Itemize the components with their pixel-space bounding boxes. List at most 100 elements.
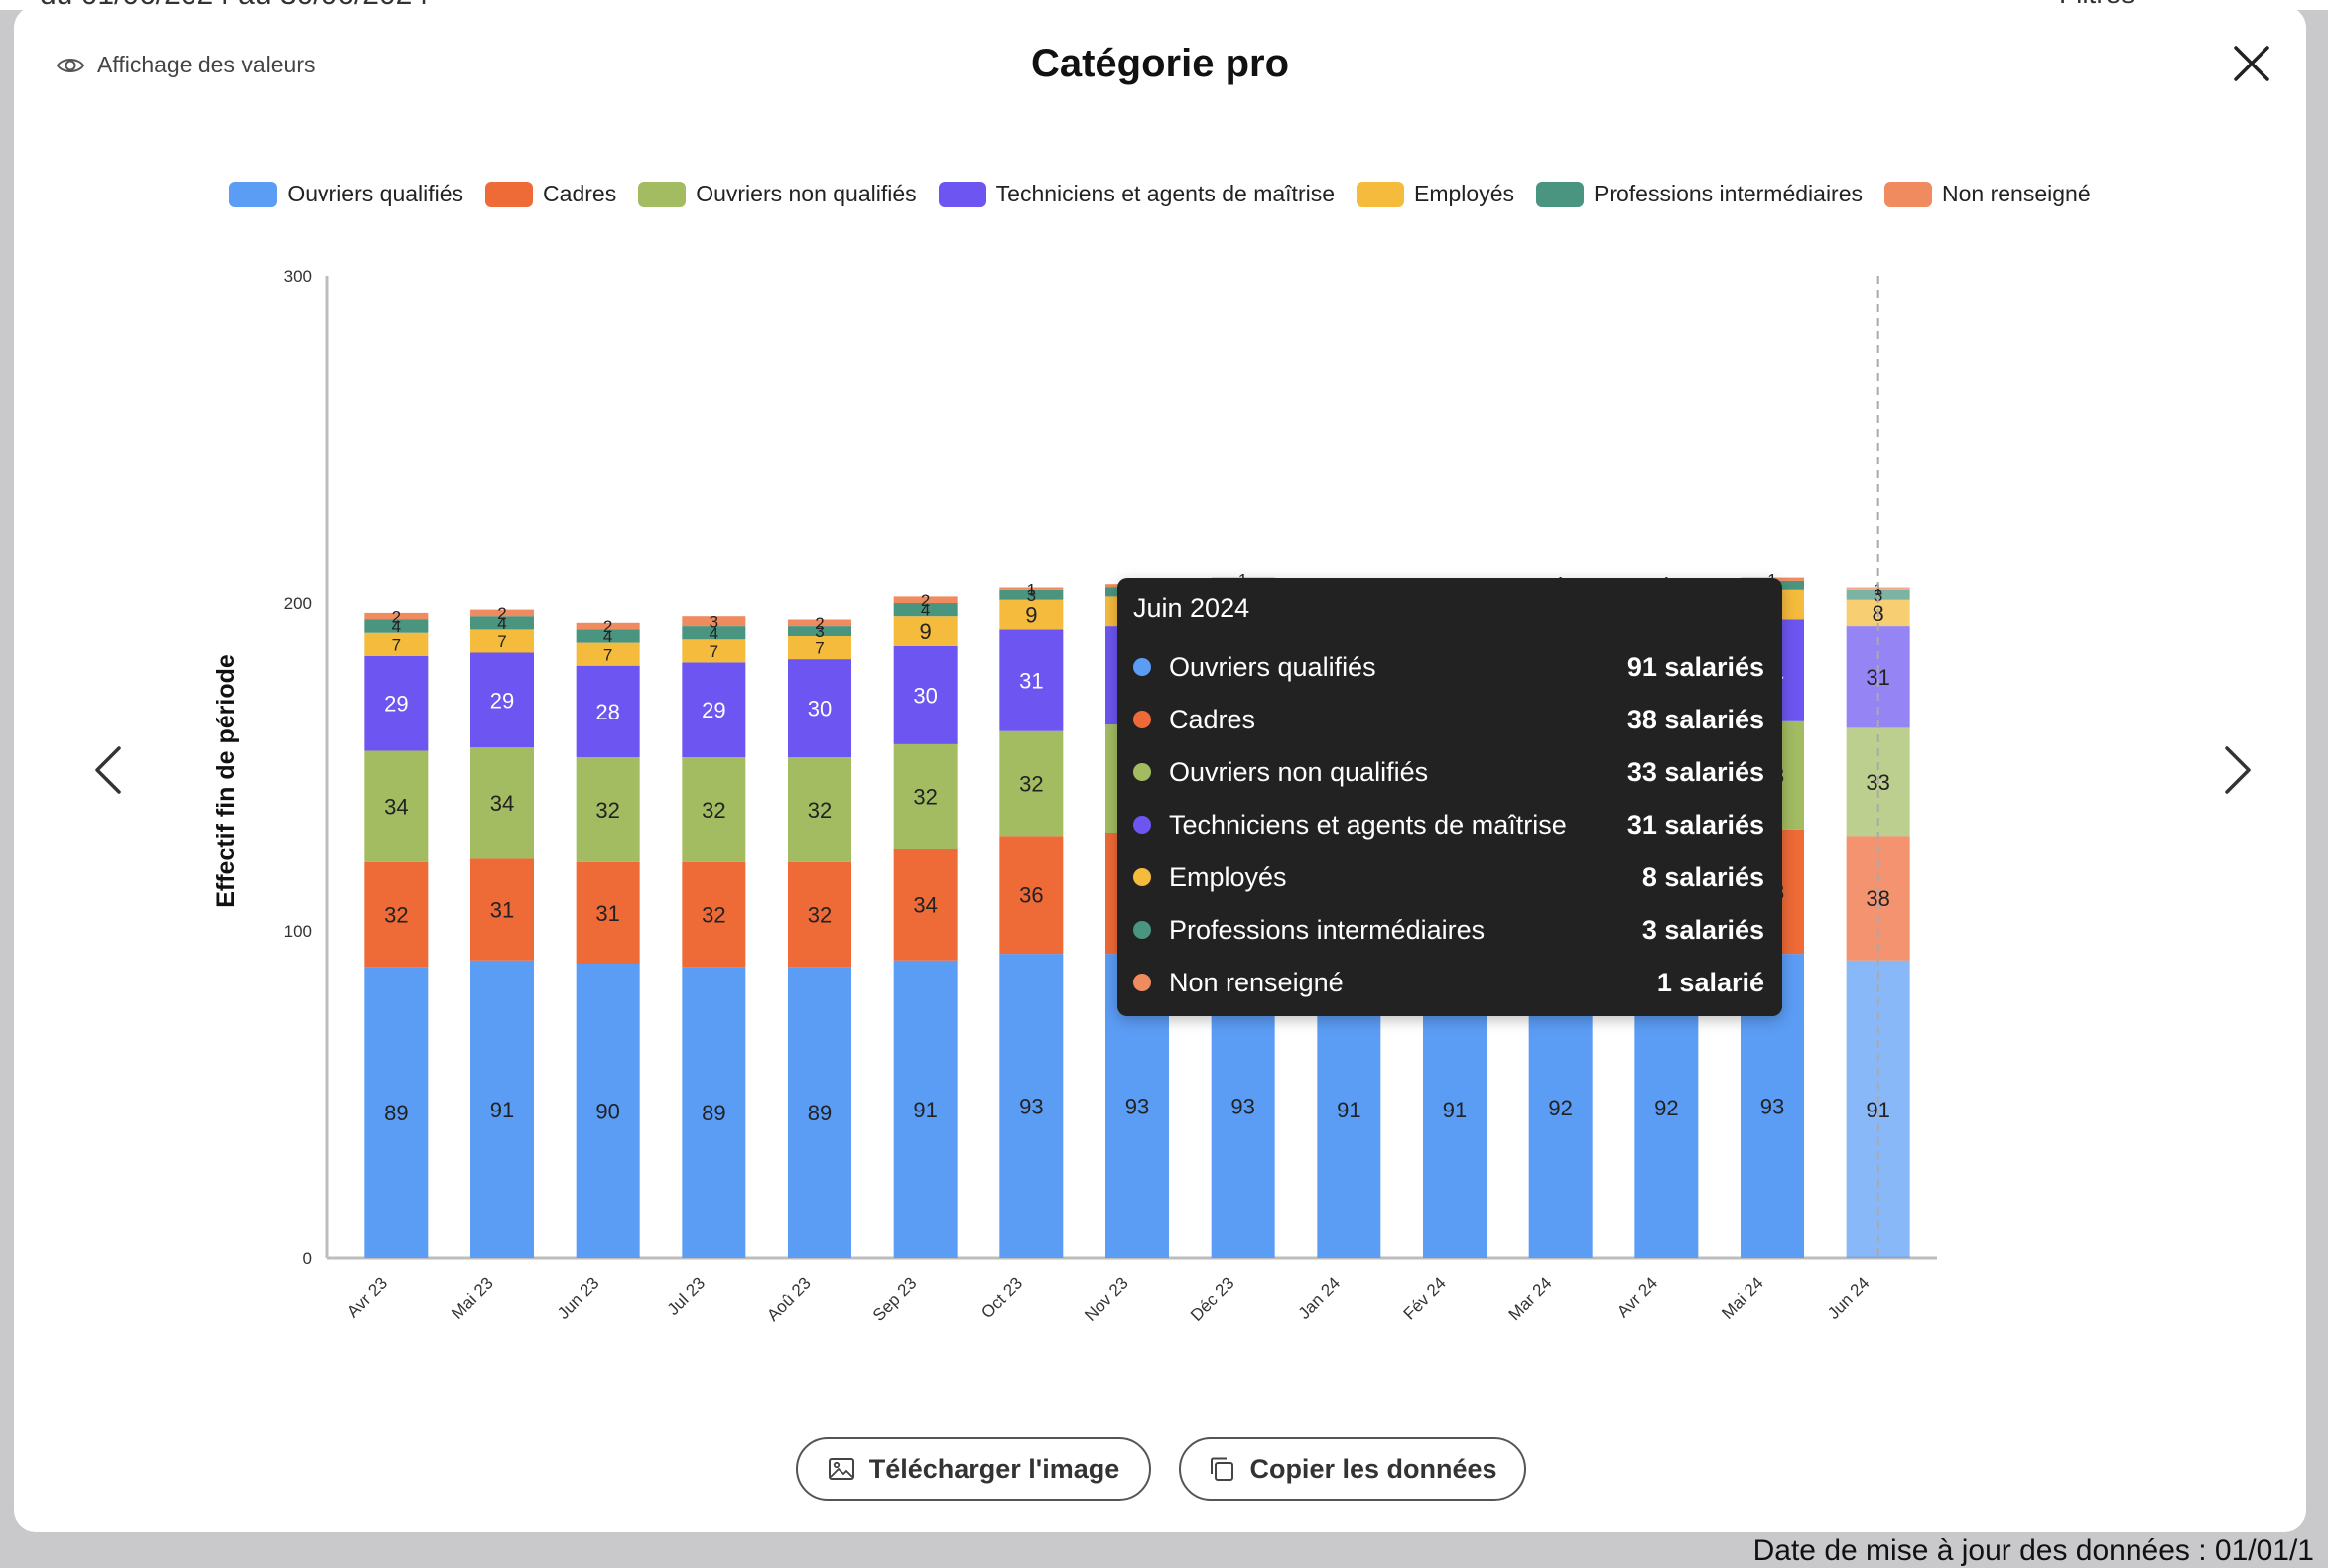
bar-value-label: 9 xyxy=(1025,602,1037,627)
bar-segment xyxy=(788,619,851,627)
bar-value-label: 32 xyxy=(808,902,832,927)
x-tick-label: Fév 24 xyxy=(1400,1273,1450,1323)
bar-segment xyxy=(682,757,746,862)
bar-value-label: 4 xyxy=(392,617,401,636)
bar-segment xyxy=(788,757,851,862)
background-filter-button[interactable]: Filtres xyxy=(2059,0,2134,10)
bar-segment xyxy=(788,626,851,636)
bar-segment xyxy=(576,665,640,758)
bar-segment xyxy=(999,730,1064,837)
bar-value-label: 92 xyxy=(1548,1096,1572,1120)
bar-segment xyxy=(893,645,958,744)
legend-label: Employés xyxy=(1414,181,1514,206)
tooltip-label: Ouvriers non qualifiés xyxy=(1169,756,1429,787)
bar-segment xyxy=(470,609,534,617)
bar-segment xyxy=(576,642,640,666)
legend-swatch xyxy=(1357,181,1405,207)
bar-value-label: 4 xyxy=(603,627,612,646)
x-tick-label: Aoû 23 xyxy=(763,1273,815,1325)
bar-value-label: 28 xyxy=(595,700,619,724)
bar-value-label: 93 xyxy=(1125,1094,1149,1118)
bar-value-label: 31 xyxy=(1019,668,1043,693)
chevron-left-icon[interactable] xyxy=(89,740,129,800)
bar-value-label: 31 xyxy=(490,897,514,922)
bar-segment xyxy=(364,750,429,862)
bar-segment xyxy=(364,861,429,968)
bar-segment xyxy=(999,587,1064,590)
legend-item[interactable]: Cadres xyxy=(485,181,616,207)
bar-value-label: 32 xyxy=(595,798,619,823)
eye-icon xyxy=(56,58,85,72)
bar-value-label: 2 xyxy=(392,607,401,626)
tooltip-row: Employés 8 salariés xyxy=(1133,857,1764,897)
bar-value-label: 89 xyxy=(808,1101,832,1125)
display-values-label: Affichage des valeurs xyxy=(97,52,316,77)
modal-title: Catégorie pro xyxy=(1030,42,1290,85)
download-image-button[interactable]: Télécharger l'image xyxy=(796,1437,1151,1501)
tooltip-value: 31 salariés xyxy=(1626,809,1764,840)
legend-swatch xyxy=(229,181,278,207)
legend-item[interactable]: Ouvriers non qualifiés xyxy=(638,181,917,207)
legend-swatch xyxy=(1884,181,1933,207)
tooltip-label: Techniciens et agents de maîtrise xyxy=(1169,809,1567,840)
tooltip-label: Ouvriers qualifiés xyxy=(1169,651,1376,682)
y-tick-label: 200 xyxy=(284,594,312,613)
bar-value-label: 90 xyxy=(595,1099,619,1123)
bar-value-label: 32 xyxy=(808,798,832,823)
legend-item[interactable]: Ouvriers qualifiés xyxy=(229,181,463,207)
legend-item[interactable]: Employés xyxy=(1357,181,1514,207)
x-tick-label: Mai 24 xyxy=(1718,1273,1767,1323)
tooltip-value: 91 salariés xyxy=(1626,651,1764,682)
tooltip-label: Employés xyxy=(1169,861,1287,892)
bar-segment xyxy=(788,636,851,660)
tooltip-row: Ouvriers qualifiés 91 salariés xyxy=(1133,647,1764,687)
bar-value-label: 1 xyxy=(1027,580,1036,598)
bar-value-label: 93 xyxy=(1019,1094,1043,1118)
y-tick-label: 300 xyxy=(284,267,312,286)
legend-item[interactable]: Professions intermédiaires xyxy=(1536,181,1863,207)
chevron-right-icon[interactable] xyxy=(2217,740,2257,800)
legend-label: Non renseigné xyxy=(1942,181,2091,206)
display-values-toggle[interactable]: Affichage des valeurs xyxy=(56,52,316,78)
x-tick-label: Nov 23 xyxy=(1081,1273,1132,1325)
x-tick-label: Sep 23 xyxy=(869,1273,921,1325)
bar-value-label: 32 xyxy=(1019,771,1043,796)
bar-segment xyxy=(788,861,851,968)
tooltip-label: Professions intermédiaires xyxy=(1169,914,1486,945)
bar-segment xyxy=(893,743,958,849)
tooltip-value: 33 salariés xyxy=(1626,756,1764,787)
bar-value-label: 93 xyxy=(1230,1094,1254,1118)
bar-segment xyxy=(576,622,640,630)
close-icon[interactable] xyxy=(2230,42,2273,85)
copy-data-label: Copier les données xyxy=(1249,1453,1497,1484)
legend-item[interactable]: Techniciens et agents de maîtrise xyxy=(938,181,1335,207)
bar-segment xyxy=(364,632,429,656)
bar-value-label: 3 xyxy=(1027,587,1036,605)
bar-segment xyxy=(682,967,746,1258)
x-tick-label: Avr 24 xyxy=(1614,1273,1661,1321)
y-tick-label: 100 xyxy=(284,922,312,941)
bar-segment xyxy=(788,967,851,1258)
bar-value-label: 7 xyxy=(497,632,506,651)
background-date-range: du 01/06/2024 au 30/06/2024 xyxy=(40,0,429,12)
bar-value-label: 32 xyxy=(913,785,937,810)
tooltip-row: Cadres 38 salariés xyxy=(1133,700,1764,739)
tooltip-label: Non renseigné xyxy=(1169,967,1344,997)
background-page-header: du 01/06/2024 au 30/06/2024 Filtres xyxy=(0,0,2328,12)
bar-value-label: 4 xyxy=(710,624,718,643)
bar-value-label: 92 xyxy=(1654,1096,1678,1120)
bar-value-label: 29 xyxy=(490,688,514,713)
legend-label: Professions intermédiaires xyxy=(1594,181,1864,206)
x-tick-label: Mai 23 xyxy=(448,1273,497,1323)
bar-value-label: 2 xyxy=(497,604,506,623)
bar-segment xyxy=(893,603,958,617)
bar-segment xyxy=(470,960,534,1258)
y-axis-label: Effectif fin de période xyxy=(212,654,240,908)
bar-value-label: 91 xyxy=(1443,1098,1467,1122)
bar-value-label: 34 xyxy=(490,791,514,816)
bar-value-label: 3 xyxy=(710,612,718,631)
legend-item[interactable]: Non renseigné xyxy=(1884,181,2091,207)
copy-data-button[interactable]: Copier les données xyxy=(1179,1437,1526,1501)
bar-value-label: 91 xyxy=(1337,1098,1360,1122)
chart-legend: Ouvriers qualifiés Cadres Ouvriers non qua… xyxy=(14,181,2306,207)
